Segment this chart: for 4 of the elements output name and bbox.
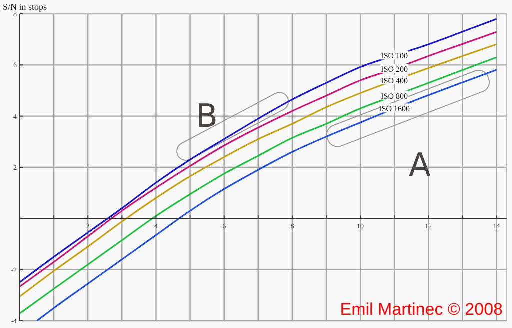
annotation: B xyxy=(196,97,218,135)
annotation: Emil Martinec © 2008 xyxy=(340,300,503,319)
annotation: A xyxy=(409,146,432,184)
y-axis-title: S/N in stops xyxy=(3,2,48,12)
